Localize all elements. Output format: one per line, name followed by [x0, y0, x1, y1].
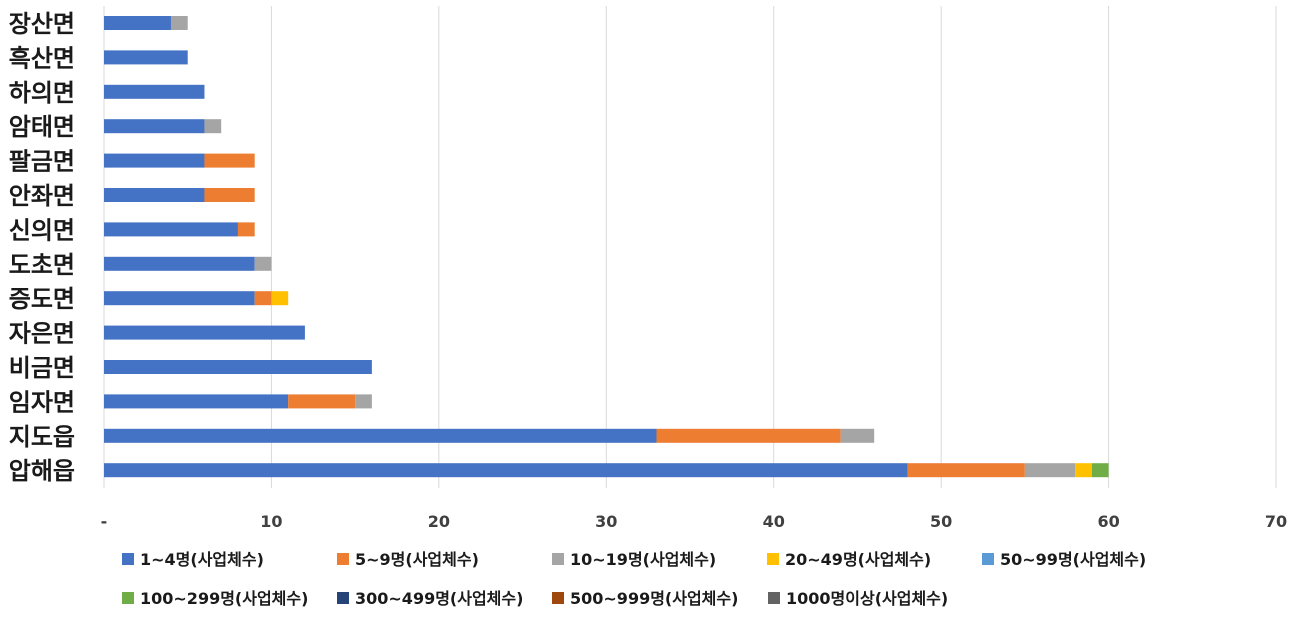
- legend-label: 50~99명(사업체수): [1000, 550, 1146, 569]
- bar-segment: [840, 428, 875, 443]
- bar-segment: [104, 222, 238, 237]
- bar-segment: [204, 188, 255, 202]
- legend-swatch: [122, 592, 134, 604]
- bar-segment: [104, 325, 305, 340]
- bar-segment: [254, 256, 272, 271]
- bar-segment: [204, 119, 222, 134]
- category-label: 임자면: [9, 388, 75, 416]
- bar-segment: [104, 153, 205, 168]
- legend-item: 500~999명(사업체수): [552, 589, 738, 608]
- bar-segment: [355, 394, 372, 409]
- category-label: 안좌면: [9, 182, 75, 210]
- x-tick-label: 30: [595, 512, 617, 531]
- bar-segment: [170, 16, 188, 30]
- category-labels: 장산면흑산면하의면암태면팔금면안좌면신의면도초면증도면자은면비금면임자면지도읍압…: [9, 10, 75, 485]
- legend-item: 300~499명(사업체수): [337, 589, 523, 608]
- bar-segment: [1075, 463, 1092, 478]
- legend: 1~4명(사업체수) 5~9명(사업체수) 10~19명(사업체수) 20~49명(사…: [122, 550, 1146, 608]
- x-tick-labels: - 10 20 30 40 50 60 70: [101, 512, 1287, 531]
- legend-swatch: [982, 553, 994, 565]
- bar-segment: [1091, 463, 1109, 478]
- bar-segment: [1024, 463, 1076, 478]
- bar-segment: [104, 16, 171, 30]
- legend-label: 500~999명(사업체수): [570, 589, 738, 608]
- legend-swatch: [122, 553, 134, 565]
- category-label: 도초면: [9, 251, 75, 279]
- category-label: 지도읍: [9, 423, 75, 451]
- legend-item: 100~299명(사업체수): [122, 589, 308, 608]
- category-label: 팔금면: [9, 148, 75, 176]
- legend-label: 1000명이상(사업체수): [786, 589, 948, 608]
- legend-swatch: [767, 553, 779, 565]
- legend-label: 20~49명(사업체수): [785, 550, 931, 569]
- x-tick-label: 70: [1265, 512, 1287, 531]
- legend-item: 1~4명(사업체수): [122, 550, 264, 569]
- bar-segment: [656, 428, 841, 443]
- bar-segment: [104, 119, 205, 134]
- bar-segment: [204, 153, 255, 168]
- legend-item: 20~49명(사업체수): [767, 550, 931, 569]
- category-label: 압해읍: [9, 457, 75, 485]
- category-label: 하의면: [9, 79, 75, 107]
- bar-segment: [104, 428, 657, 443]
- bar-segment: [237, 222, 255, 237]
- x-tick-label: 60: [1097, 512, 1119, 531]
- grid-lines: [103, 6, 1277, 488]
- legend-item: 50~99명(사업체수): [982, 550, 1146, 569]
- legend-label: 5~9명(사업체수): [355, 550, 479, 569]
- x-tick-label: 10: [260, 512, 282, 531]
- bar-segment: [104, 50, 188, 65]
- legend-swatch: [552, 592, 564, 604]
- bar-segment: [254, 291, 272, 306]
- legend-label: 300~499명(사업체수): [355, 589, 523, 608]
- legend-swatch: [337, 592, 349, 604]
- legend-swatch: [768, 592, 780, 604]
- category-label: 증도면: [9, 285, 75, 313]
- bar-segment: [104, 84, 205, 99]
- bar-segment: [288, 394, 356, 409]
- bar-segment: [104, 394, 289, 409]
- bar-segment: [907, 463, 1025, 478]
- x-tick-label: 20: [428, 512, 450, 531]
- bar-segment: [271, 291, 289, 306]
- legend-label: 100~299명(사업체수): [140, 589, 308, 608]
- legend-item: 10~19명(사업체수): [552, 550, 716, 569]
- category-label: 비금면: [9, 354, 75, 382]
- bars: [104, 16, 1109, 478]
- category-label: 자은면: [9, 320, 75, 348]
- legend-item: 5~9명(사업체수): [337, 550, 479, 569]
- legend-swatch: [552, 553, 564, 565]
- bar-segment: [104, 188, 205, 202]
- legend-label: 10~19명(사업체수): [570, 550, 716, 569]
- category-label: 흑산면: [9, 44, 75, 72]
- category-label: 장산면: [9, 10, 75, 38]
- x-tick-label: 40: [763, 512, 785, 531]
- legend-swatch: [337, 553, 349, 565]
- bar-segment: [104, 360, 372, 374]
- legend-item: 1000명이상(사업체수): [768, 589, 948, 608]
- x-tick-label: -: [101, 512, 108, 531]
- category-label: 신의면: [9, 216, 75, 244]
- legend-label: 1~4명(사업체수): [140, 550, 264, 569]
- category-label: 암태면: [9, 113, 75, 141]
- bar-segment: [104, 256, 255, 271]
- bar-segment: [104, 463, 908, 478]
- x-tick-label: 50: [930, 512, 952, 531]
- bar-segment: [104, 291, 255, 306]
